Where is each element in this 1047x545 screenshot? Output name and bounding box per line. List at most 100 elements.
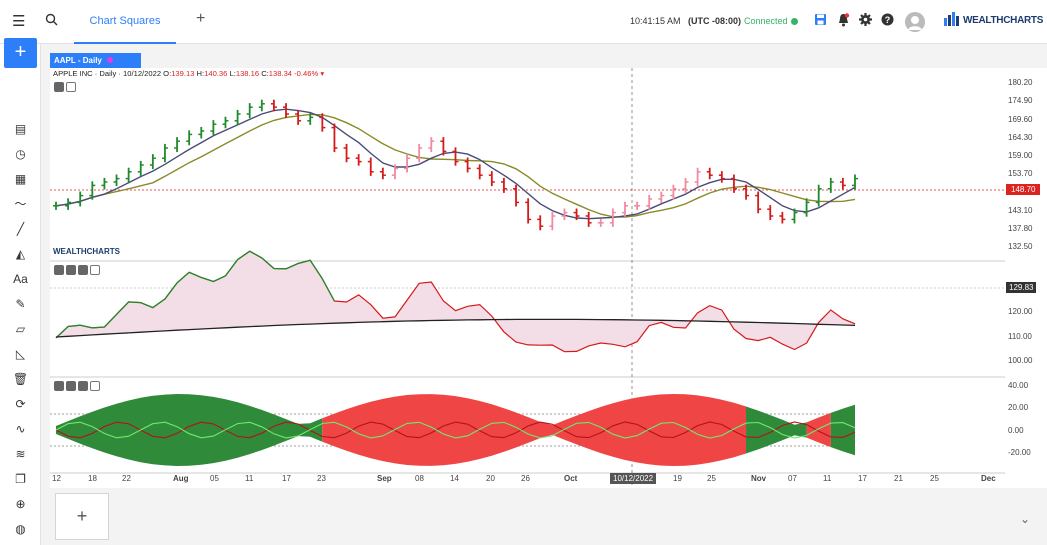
line-tool-icon[interactable]: ╱ [16,222,25,236]
x-tick-label: 17 [858,474,867,483]
x-tick-label: 17 [282,474,291,483]
panel-down-icon[interactable] [66,381,76,391]
panel-expand-icon[interactable] [90,265,100,275]
crosshair-icon[interactable]: ⊕ [15,497,26,511]
bar-chart-icon[interactable]: ▤ [14,122,27,136]
open-value: 139.13 [171,69,195,78]
calendar-icon[interactable]: ▦ [14,172,27,186]
oscillator-fill [56,251,855,352]
panel-settings-icon[interactable] [54,265,64,275]
main-panel-controls [54,82,78,92]
y-tick-label: 159.00 [1008,151,1033,160]
add-chart-button[interactable]: + [55,493,109,540]
help-icon[interactable]: ? [881,13,895,27]
moving-average-slow [55,113,856,218]
last-price-badge: 148.70 [1006,184,1041,195]
brand-bars-icon [944,12,960,29]
trend-icon[interactable]: 〜 [14,197,27,211]
panel-settings-icon[interactable] [54,82,64,92]
oscillator-line-up [55,250,335,339]
timezone[interactable]: (UTC -08:00) [688,16,742,26]
alerts-bell-icon[interactable] [837,13,851,27]
x-tick-label: 19 [673,474,682,483]
trash-icon[interactable]: 🗑 [12,372,29,386]
x-tick-label: 21 [894,474,903,483]
measure-icon[interactable]: ◺ [15,347,26,361]
chevron-double-down-icon[interactable]: ⌄ [1020,512,1031,526]
x-tick-label: 14 [450,474,459,483]
y-tick-label: -20.00 [1008,448,1031,457]
connection-status: Connected [744,16,798,26]
y-tick-label: 174.90 [1008,96,1033,105]
x-tick-label: 25 [707,474,716,483]
oscillator2-ribbon [56,394,323,466]
gear-icon[interactable] [859,13,873,27]
x-tick-label: 18 [88,474,97,483]
change-value: -0.46% [294,69,319,78]
shapes-icon[interactable]: ◭ [15,247,26,261]
top-bar: ☰ Chart Squares + 10:41:15 AM (UTC -08:0… [0,0,1047,44]
y-tick-label: 180.20 [1008,78,1033,87]
add-button[interactable]: + [4,38,37,68]
panel-expand-icon[interactable] [66,82,76,92]
high-value: 140.36 [204,69,228,78]
save-icon[interactable] [814,13,828,27]
low-label: L: [229,69,236,78]
oscillator2-red-line [55,421,856,439]
panel-down-icon[interactable] [66,265,76,275]
ohlc-legend: APPLE INC · Daily · 10/12/2022 O:139.13 … [53,69,324,78]
tool-sidebar: « [0,44,41,545]
x-tick-label: Aug [173,474,189,483]
avatar[interactable] [905,12,925,32]
close-value: 138.34 [268,69,293,78]
oscillator2-ribbon [322,394,746,466]
symbol-tab[interactable]: AAPL - Daily [50,53,141,68]
close-label: C: [261,69,269,78]
chart-canvas[interactable] [50,68,1005,488]
panel-up-icon[interactable] [78,381,88,391]
status-dot [106,57,113,63]
high-label: H: [196,69,205,78]
low-value: 138.16 [235,69,260,78]
panel-expand-icon[interactable] [90,381,100,391]
y-tick-label: 40.00 [1008,381,1029,390]
x-tick-label: 23 [317,474,326,483]
globe-icon[interactable]: ◍ [15,522,26,536]
ruler-icon[interactable]: ▱ [15,322,26,336]
x-tick-label: Nov [751,474,767,483]
x-tick-label: 07 [788,474,797,483]
hamburger-icon[interactable]: ☰ [12,13,26,30]
text-icon[interactable]: Aa [13,272,28,286]
oscillator-signal [55,318,856,338]
tab-chart-squares[interactable]: Chart Squares [74,0,176,44]
x-tick-label: Oct [564,474,578,483]
x-tick-label: Sep [377,474,392,483]
y-tick-label: 20.00 [1008,403,1029,412]
svg-text:?: ? [885,15,891,25]
osc2-panel-controls [54,381,102,391]
panel-settings-icon[interactable] [54,381,64,391]
oscillator-value-badge: 129.83 [1006,282,1037,293]
watermark: WEALTHCHARTS [53,247,120,256]
price-axis[interactable] [1005,68,1047,488]
oscillator2-ribbon [746,406,807,454]
y-tick-label: 110.00 [1008,332,1032,341]
search-icon[interactable] [45,13,58,30]
indicator-icon[interactable]: ∿ [15,422,26,436]
clock-icon[interactable]: ◷ [15,147,26,161]
fibonacci-icon[interactable]: ≋ [15,447,26,461]
layers-icon[interactable]: ❐ [15,472,26,486]
refresh-icon[interactable]: ⟳ [15,397,26,411]
osc1-panel-controls [54,265,102,275]
y-tick-label: 120.00 [1008,307,1033,316]
brand-logo: WEALTHCHARTS [944,12,1043,29]
panel-up-icon[interactable] [78,265,88,275]
x-tick-label: 22 [122,474,131,483]
pencil-icon[interactable]: ✎ [15,297,26,311]
y-tick-label: 143.10 [1008,206,1033,215]
add-tab-button[interactable]: + [196,10,206,27]
y-tick-label: 137.80 [1008,224,1033,233]
dropdown-icon[interactable]: ▾ [320,69,325,78]
y-tick-label: 164.30 [1008,133,1033,142]
x-tick-label: 11 [245,474,254,483]
